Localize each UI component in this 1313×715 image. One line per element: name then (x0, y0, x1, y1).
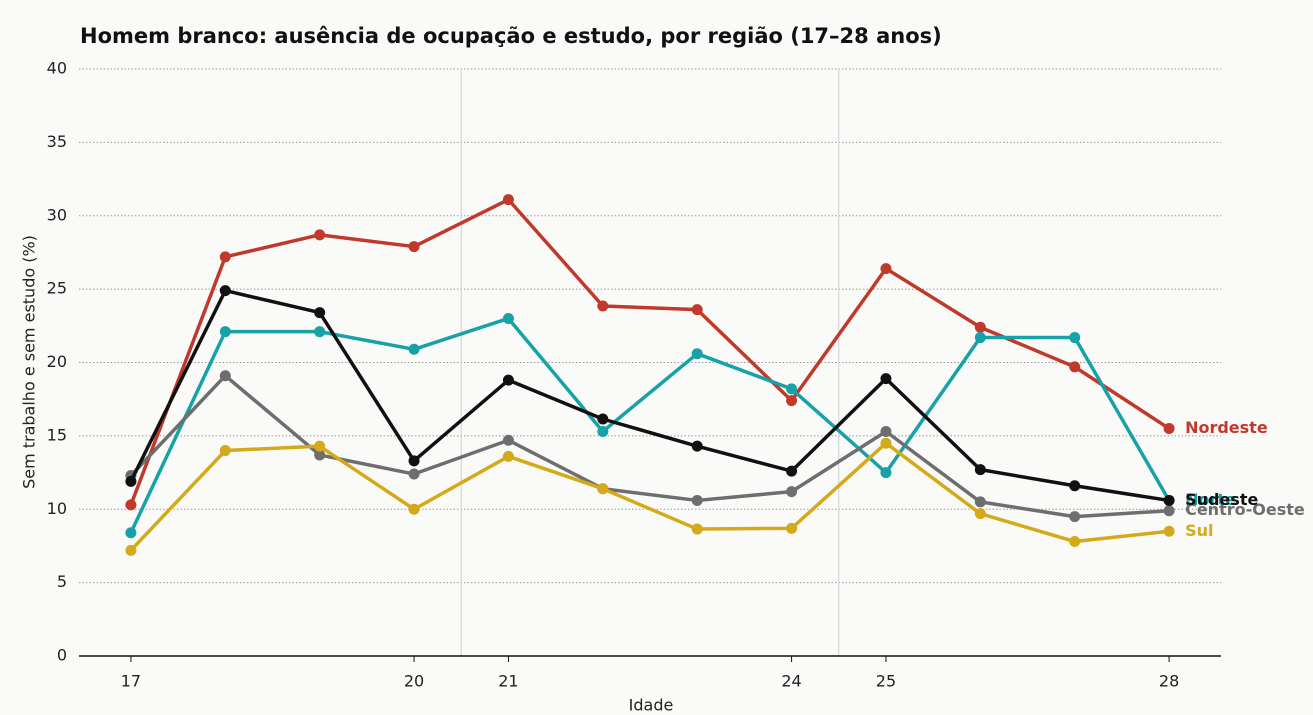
y-tick-label: 20 (47, 352, 67, 371)
series-line (129, 373, 1170, 519)
y-tick-label: 0 (57, 646, 67, 665)
y-tick-label: 30 (47, 205, 67, 224)
point (125, 527, 137, 539)
point (314, 326, 326, 338)
point (1163, 494, 1175, 506)
y-tick-label: 5 (57, 572, 67, 591)
point (1069, 361, 1081, 373)
point (880, 263, 892, 275)
point (502, 434, 514, 446)
point (408, 455, 420, 467)
series-line (129, 441, 1170, 552)
point (597, 300, 609, 312)
y-axis-label: Sem trabalho e sem estudo (%) (20, 235, 39, 489)
point (219, 370, 231, 382)
point (314, 229, 326, 241)
point (125, 499, 137, 511)
point (219, 326, 231, 338)
point (219, 445, 231, 457)
point (880, 425, 892, 437)
point (219, 285, 231, 297)
point (125, 544, 137, 556)
point (691, 494, 703, 506)
y-tick-label: 15 (47, 425, 67, 444)
point (786, 522, 798, 534)
point (125, 475, 137, 487)
point (786, 465, 798, 477)
y-tick-label: 40 (47, 59, 67, 78)
point (974, 332, 986, 344)
series-label: Centro-Oeste (1185, 500, 1305, 519)
point (502, 194, 514, 206)
point (502, 312, 514, 324)
point (314, 307, 326, 319)
x-axis-label: Idade (629, 696, 674, 715)
point (408, 503, 420, 515)
point (880, 437, 892, 449)
y-tick-label: 10 (47, 499, 67, 518)
series-label: Nordeste (1185, 418, 1268, 437)
point (691, 440, 703, 452)
y-tick-label: 25 (47, 279, 67, 298)
point (314, 440, 326, 452)
point (1069, 332, 1081, 344)
x-tick-label: 28 (1159, 672, 1179, 691)
point (880, 373, 892, 385)
point (219, 251, 231, 263)
point (691, 523, 703, 535)
point (786, 383, 798, 395)
x-tick-label: 25 (876, 672, 896, 691)
point (880, 467, 892, 479)
series-label: Norte (1185, 490, 1236, 509)
point (597, 483, 609, 495)
point (786, 486, 798, 498)
point (314, 449, 326, 461)
point (408, 241, 420, 253)
point (1069, 511, 1081, 523)
point (1163, 525, 1175, 537)
x-tick-label: 21 (498, 672, 518, 691)
x-tick-label: 24 (781, 672, 801, 691)
point (597, 425, 609, 437)
point (502, 374, 514, 386)
point (1069, 536, 1081, 548)
point (691, 348, 703, 360)
series-label: Sudeste (1185, 490, 1258, 509)
x-tick-label: 17 (121, 672, 141, 691)
point (502, 450, 514, 462)
point (408, 468, 420, 480)
point (974, 321, 986, 333)
point (597, 413, 609, 425)
point (974, 464, 986, 476)
point (1069, 480, 1081, 492)
point (974, 496, 986, 508)
point (1163, 505, 1175, 517)
point (974, 508, 986, 520)
series-line (129, 197, 1171, 506)
point (786, 395, 798, 407)
series-label: Sul (1185, 521, 1213, 540)
y-tick-label: 35 (47, 132, 67, 151)
x-tick-label: 20 (404, 672, 424, 691)
series-line (129, 288, 1170, 503)
point (691, 304, 703, 316)
point (1163, 423, 1175, 435)
series-line (129, 316, 1171, 534)
chart-title: Homem branco: ausência de ocupação e est… (80, 24, 942, 48)
point (408, 343, 420, 355)
